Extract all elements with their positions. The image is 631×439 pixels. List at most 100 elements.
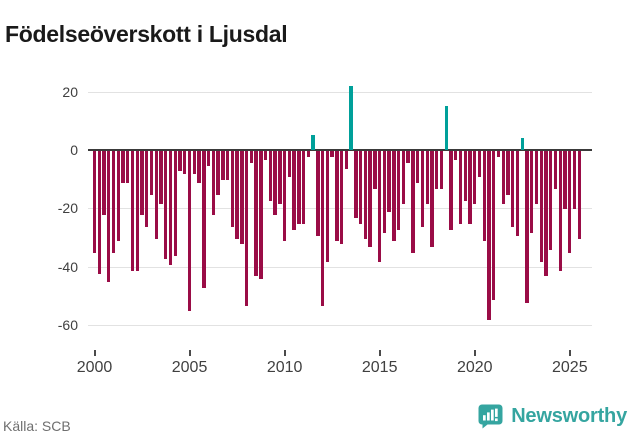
x-tick-label: 2015 (361, 359, 398, 376)
bar-2004Q1 (168, 151, 173, 265)
bar-2016Q2 (401, 151, 406, 204)
bar-2012Q4 (335, 151, 339, 242)
bar-2006Q1 (206, 151, 211, 166)
bar-2019Q1 (454, 151, 458, 160)
bar-2011Q3 (311, 135, 315, 150)
gridline (88, 91, 592, 93)
bar-2007Q3 (235, 151, 239, 239)
bar-2017Q3 (425, 151, 429, 204)
bar-2008Q2 (249, 151, 254, 163)
bar-2015Q1 (377, 151, 382, 262)
bar-2021Q1 (492, 151, 496, 300)
x-tick-mark (283, 350, 286, 356)
bar-2022Q3 (520, 138, 524, 150)
x-tick-mark (473, 350, 476, 356)
bar-2011Q2 (306, 151, 311, 157)
bar-2006Q3 (216, 151, 220, 195)
bar-2007Q2 (230, 151, 235, 227)
bar-2001Q2 (116, 151, 120, 242)
y-tick-label: -20 (57, 200, 78, 217)
bar-2003Q2 (154, 151, 158, 239)
bar-2010Q4 (297, 151, 301, 224)
bar-2013Q2 (344, 151, 349, 169)
bar-2009Q3 (273, 151, 277, 216)
x-tick-mark (188, 350, 191, 356)
y-tick-label: 20 (62, 83, 78, 100)
bar-2000Q3 (102, 151, 106, 216)
bar-2000Q1 (92, 151, 97, 254)
zero-baseline (88, 149, 592, 151)
logo-wordmark: Newsworthy (511, 405, 627, 427)
bar-2015Q2 (382, 151, 387, 233)
bar-2001Q1 (111, 151, 116, 254)
bar-2003Q4 (164, 151, 168, 259)
bar-2008Q1 (244, 151, 249, 306)
bar-2006Q4 (221, 151, 225, 181)
bar-2002Q2 (135, 151, 139, 271)
bar-2023Q3 (539, 151, 543, 262)
x-tick-label: 2000 (76, 359, 113, 376)
bar-2021Q3 (501, 151, 505, 204)
bar-2003Q1 (149, 151, 154, 195)
bar-2001Q3 (121, 151, 125, 184)
bar-2016Q4 (411, 151, 415, 254)
bar-2024Q4 (563, 151, 567, 210)
bar-2000Q4 (107, 151, 111, 283)
bar-chart-bubble-icon (477, 403, 504, 430)
bar-2011Q1 (301, 151, 306, 224)
bar-2013Q4 (354, 151, 358, 219)
bar-2018Q1 (435, 151, 439, 189)
x-tick-label: 2025 (552, 359, 588, 376)
y-tick-label: -60 (57, 317, 78, 333)
bar-2024Q1 (549, 151, 553, 251)
gridline (88, 266, 592, 268)
bar-2023Q2 (534, 151, 539, 204)
bar-2019Q4 (468, 151, 472, 224)
page-title: Födelseöverskott i Ljusdal (5, 21, 288, 48)
bar-2022Q2 (515, 151, 520, 236)
bar-2014Q3 (368, 151, 372, 248)
bar-2014Q4 (373, 151, 377, 189)
y-tick-label: 0 (70, 142, 78, 158)
bar-2018Q2 (439, 151, 444, 189)
bar-2022Q1 (511, 151, 515, 227)
bar-2018Q4 (449, 151, 453, 230)
bar-2017Q2 (420, 151, 425, 227)
bar-2017Q4 (430, 151, 434, 248)
bar-2009Q1 (263, 151, 268, 160)
bar-2010Q3 (292, 151, 296, 230)
bar-2009Q4 (278, 151, 282, 204)
bar-2017Q1 (416, 151, 420, 184)
bar-2015Q4 (392, 151, 396, 242)
bar-2016Q1 (396, 151, 401, 230)
bar-2007Q4 (240, 151, 244, 245)
bar-2013Q1 (339, 151, 344, 245)
bar-2004Q3 (178, 151, 182, 172)
bar-2009Q2 (268, 151, 273, 201)
bar-2020Q4 (487, 151, 491, 321)
bar-2022Q4 (525, 151, 529, 303)
bar-2003Q3 (159, 151, 163, 204)
bar-2008Q4 (259, 151, 263, 280)
x-tick-label: 2010 (266, 359, 303, 376)
bar-2012Q1 (320, 151, 325, 306)
gridline (88, 325, 592, 326)
bar-2014Q1 (358, 151, 363, 224)
bar-2010Q2 (287, 151, 292, 178)
bar-2005Q3 (197, 151, 201, 184)
x-tick-mark (93, 350, 96, 356)
bar-2018Q3 (444, 106, 448, 150)
bar-2023Q1 (530, 151, 534, 233)
bar-2025Q3 (577, 151, 581, 239)
x-tick-mark (378, 350, 381, 356)
bar-2008Q3 (254, 151, 258, 277)
bar-2002Q3 (140, 151, 144, 216)
bar-2023Q4 (544, 151, 548, 277)
bar-2006Q2 (211, 151, 216, 216)
bar-2020Q2 (477, 151, 482, 178)
bar-2000Q2 (97, 151, 101, 274)
x-tick-label: 2005 (171, 359, 208, 376)
bar-2015Q3 (387, 151, 391, 213)
bar-2010Q1 (282, 151, 287, 242)
y-tick-label: -40 (57, 258, 78, 275)
